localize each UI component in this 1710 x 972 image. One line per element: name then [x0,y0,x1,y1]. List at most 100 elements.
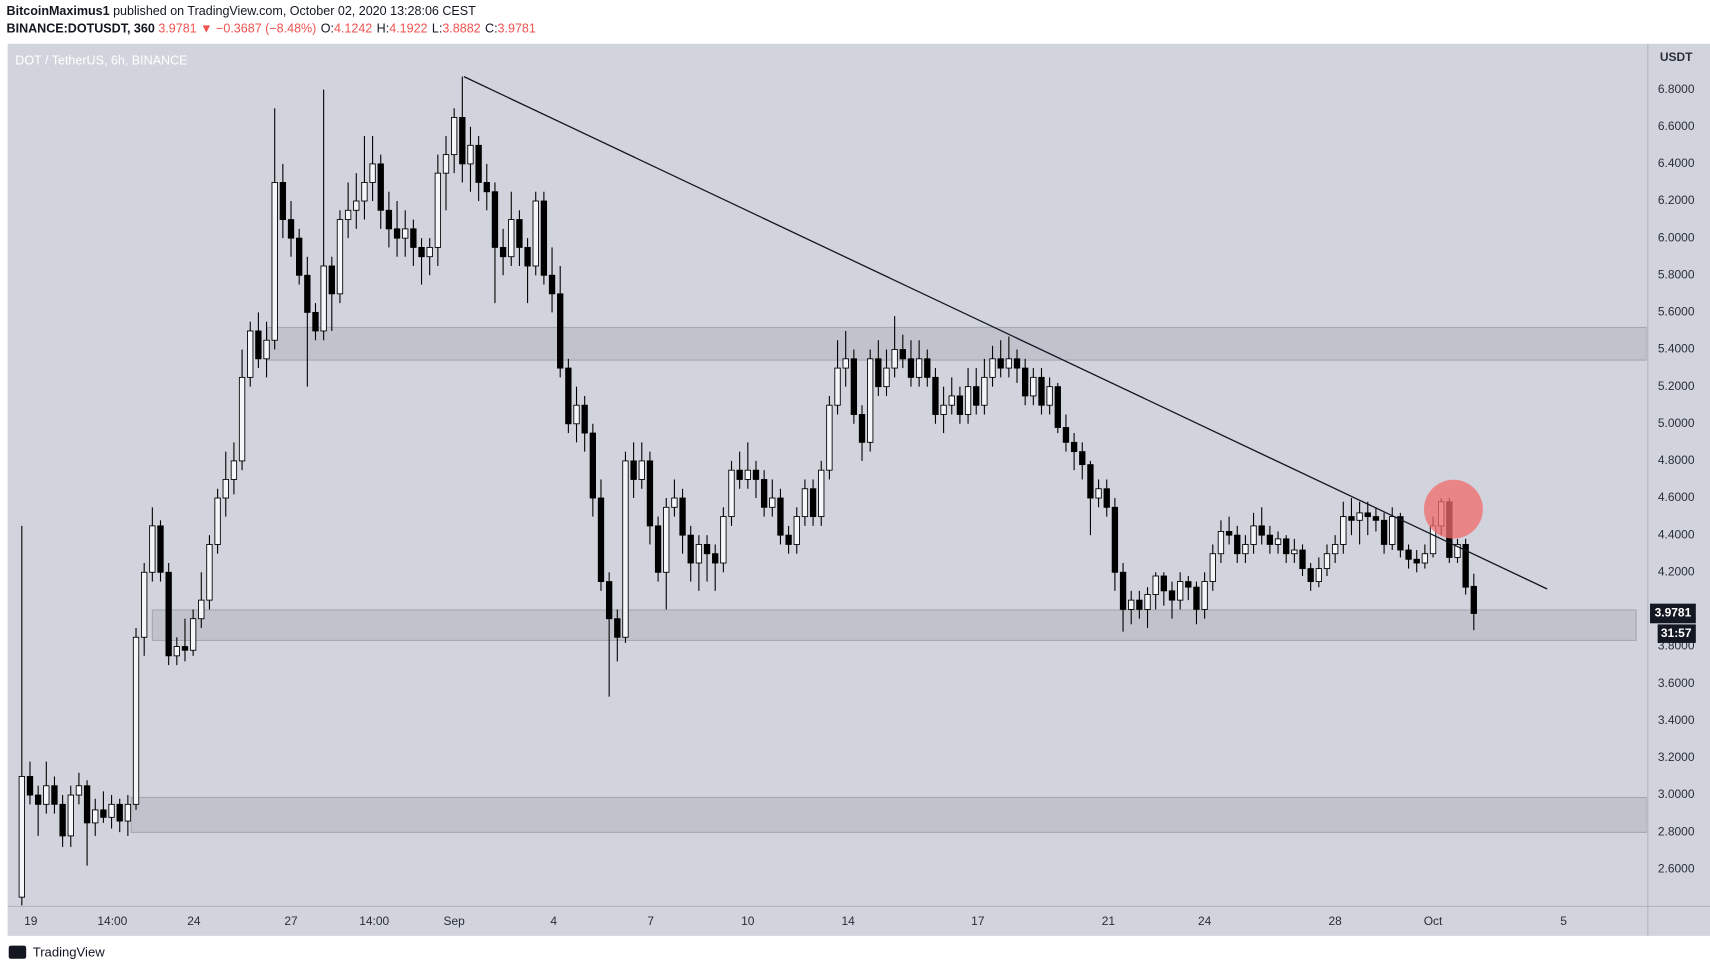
candle-body [222,479,229,499]
footer-logo [8,945,27,959]
candle-body [181,646,189,651]
candle-body [238,376,246,462]
x-tick-label: 24 [1198,914,1212,928]
candle-body [255,330,262,360]
candle-body [573,404,580,425]
candle-body [1356,512,1363,521]
candle-body [230,460,238,480]
price-label-box [1650,603,1696,624]
candle-body [1005,358,1013,369]
publisher-line: BitcoinMaximus1 published on TradingView… [7,4,477,18]
candle-body [1217,531,1225,555]
candle-body [646,460,654,527]
candle-body [108,803,115,818]
candle-body [981,376,988,406]
candle-body [728,469,735,518]
candle-body [940,404,947,415]
candle-body [116,803,123,822]
candle-body [956,395,964,415]
candle-body [312,311,319,332]
change: −0.3687 (−8.48%) [216,22,316,36]
zone [130,796,1647,833]
candle-body [1087,464,1094,499]
symbol: BINANCE:DOTUSDT, 360 [7,22,155,36]
candle-body [467,144,474,165]
candle-body [410,228,417,248]
y-tick-label: 2.8000 [1658,824,1695,838]
published-text: published on TradingView.com, October 02… [113,4,476,18]
candle-body [377,163,384,211]
x-tick-label: 27 [284,914,298,928]
y-tick-label: 3.2000 [1658,750,1695,764]
candle-body [1144,594,1151,610]
candle-body [26,776,34,796]
y-tick-label: 5.0000 [1658,416,1695,430]
y-tick-label: 4.2000 [1658,564,1695,578]
candle-body [34,794,42,805]
candle-body [214,497,221,545]
candle-body [206,544,213,601]
x-tick-label: 10 [741,914,755,928]
candle-body [426,246,433,258]
trendline [463,76,1548,590]
candle-body [263,339,270,360]
candle-body [1454,544,1461,558]
candle-body [671,497,678,508]
candle-body [524,246,531,267]
candle-body [100,809,107,818]
footer-text: TradingView [33,945,106,960]
candle-body [1209,553,1216,583]
candle-body [124,803,132,822]
candle-body [785,534,792,545]
candle-body [589,432,596,499]
candle-body [499,246,507,258]
candle-body [198,599,205,620]
candle-body [565,367,572,425]
candle-body [1030,376,1037,397]
candle-body [1038,376,1045,406]
candle-body [1397,516,1404,551]
y-tick-label: 4.4000 [1658,527,1695,541]
candle-body [548,274,556,295]
candle-body [1160,575,1168,592]
candle-body [173,646,180,657]
candle-body [1470,585,1477,614]
candle-body [1070,441,1078,453]
candle-body [59,803,66,837]
candle-body [247,330,254,378]
candle-body [336,219,344,295]
y-tick-label: 6.0000 [1658,230,1695,244]
candle-body [1176,581,1184,601]
candle-body [907,358,915,378]
y-axis-label: USDT [1660,50,1693,64]
candle-body [67,794,74,837]
candle-body [320,265,327,332]
candle-body [165,571,172,657]
candle-body [532,200,539,267]
candle-body [1250,525,1257,545]
y-tick-label: 3.4000 [1658,713,1695,727]
candle-body [638,460,645,480]
candle-body [540,200,548,276]
candle-body [1119,571,1127,610]
candle-body [1054,386,1061,428]
candle-body [361,182,368,202]
candle-body [614,618,621,638]
candle-body [1421,553,1429,564]
candle-body [736,469,743,480]
candle-body [760,479,768,508]
candle-body [597,497,605,583]
candle-body [687,534,694,564]
x-tick-label: Sep [443,914,465,928]
candle-body [1291,549,1298,555]
candle-body [287,219,295,239]
chart-title: DOT / TetherUS, 6h, BINANCE [15,54,187,68]
candle-body [1242,544,1249,555]
candle-body [75,785,83,796]
candle-body [296,237,303,276]
y-tick-label: 5.2000 [1658,379,1695,393]
ohlc-value: 3.8882 [442,22,480,36]
candle-body [1022,367,1029,397]
candle-body [1340,516,1347,545]
